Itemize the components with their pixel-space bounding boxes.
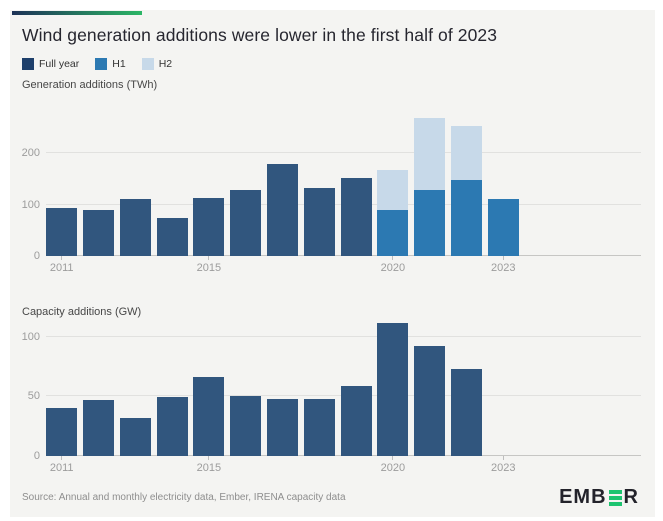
y-axis-label: 0 xyxy=(33,450,40,462)
bar-2022-h2 xyxy=(451,126,482,181)
legend-label: H2 xyxy=(158,58,173,70)
x-axis-label: 2011 xyxy=(49,262,74,274)
bar-2023-h1 xyxy=(487,199,519,256)
source-text: Source: Annual and monthly electricity d… xyxy=(22,492,346,503)
ember-logo-text-prefix: EMB xyxy=(559,486,607,508)
bar-2012-full-year xyxy=(83,399,114,456)
capacity-additions-chart: 0 50 100 2011 2015 2020 2023 xyxy=(22,321,641,474)
bar-2019-full-year xyxy=(340,177,372,256)
x-axis-tick xyxy=(502,256,504,260)
bar-2020-h2 xyxy=(377,169,409,211)
bar-2017-full-year xyxy=(267,163,298,256)
y-axis-label: 200 xyxy=(21,147,40,160)
legend-label: H1 xyxy=(112,58,126,70)
x-axis-tick xyxy=(392,256,394,260)
bar-2020-full-year xyxy=(377,323,409,456)
page-title: Wind generation additions were lower in … xyxy=(22,25,498,45)
x-axis-label: 2015 xyxy=(196,462,222,474)
generation-chart-label: Generation additions (TWh) xyxy=(22,79,158,91)
x-axis-label: 2023 xyxy=(491,462,516,474)
legend-label: Full year xyxy=(39,58,80,70)
x-axis-tick xyxy=(392,456,394,460)
accent-gradient-bar xyxy=(12,11,142,15)
x-axis-tick xyxy=(61,456,63,460)
bar-2015-full-year xyxy=(193,197,225,256)
ember-logo: EMB R xyxy=(559,486,639,509)
bar-2017-full-year xyxy=(267,398,298,456)
bar-2016-full-year xyxy=(230,396,262,456)
bar-2013-full-year xyxy=(119,198,151,256)
bar-2021-h2 xyxy=(414,118,446,191)
x-axis-label: 2011 xyxy=(49,462,74,474)
bar-2021-full-year xyxy=(414,346,446,456)
bar-2021-h1 xyxy=(414,190,446,256)
generation-additions-chart: 0 100 200 2011 2015 2020 2023 xyxy=(22,112,641,274)
x-axis-label: 2023 xyxy=(491,262,516,274)
legend-swatch-icon xyxy=(141,58,154,70)
y-axis-label: 0 xyxy=(33,250,40,262)
x-axis-tick xyxy=(61,256,63,260)
legend-swatch-icon xyxy=(22,58,34,70)
bar-2011-full-year xyxy=(46,207,78,256)
x-axis-label: 2020 xyxy=(380,262,406,274)
x-axis-label: 2020 xyxy=(380,462,406,474)
chart-card: Wind generation additions were lower in … xyxy=(10,10,655,517)
bar-2022-h1 xyxy=(451,180,482,256)
bar-2022-full-year xyxy=(451,368,482,456)
gridline xyxy=(46,335,641,337)
legend-item-full-year: Full year xyxy=(22,58,79,70)
legend-swatch-icon xyxy=(95,58,108,70)
y-axis-label: 100 xyxy=(21,198,40,211)
y-axis-label: 100 xyxy=(21,330,40,343)
x-axis-tick xyxy=(208,256,210,260)
bar-2018-full-year xyxy=(303,398,335,456)
bar-2016-full-year xyxy=(230,189,262,256)
bar-2012-full-year xyxy=(83,209,114,256)
bar-2015-full-year xyxy=(193,377,225,456)
bar-2011-full-year xyxy=(46,408,78,456)
ember-logo-e-icon xyxy=(608,489,622,506)
bar-2019-full-year xyxy=(340,385,372,456)
capacity-chart-label: Capacity additions (GW) xyxy=(22,306,142,318)
x-axis-tick xyxy=(502,456,504,460)
legend-item-h1: H1 xyxy=(95,58,126,70)
x-axis-tick xyxy=(208,456,210,460)
gridline xyxy=(46,152,641,154)
bar-2020-h1 xyxy=(377,210,409,256)
bar-2013-full-year xyxy=(119,417,151,456)
ember-logo-text-suffix: R xyxy=(623,486,639,508)
x-axis-label: 2015 xyxy=(196,262,222,274)
legend: Full year H1 H2 xyxy=(22,58,172,70)
y-axis-label: 50 xyxy=(27,390,40,403)
bar-2014-full-year xyxy=(156,217,188,256)
legend-item-h2: H2 xyxy=(141,58,173,70)
bar-2014-full-year xyxy=(156,397,188,456)
bar-2018-full-year xyxy=(303,188,335,256)
